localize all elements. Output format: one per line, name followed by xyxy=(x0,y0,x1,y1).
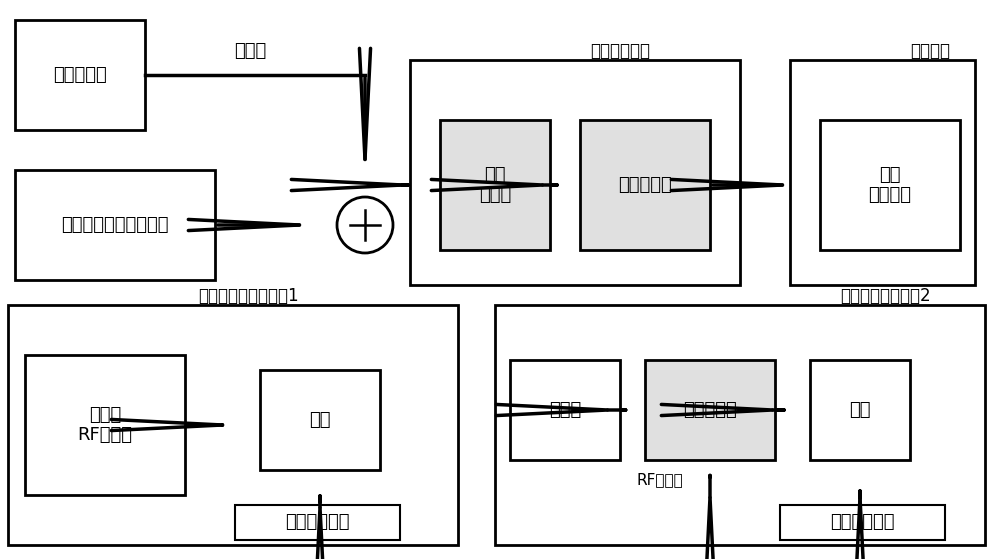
Text: 数据采集模块: 数据采集模块 xyxy=(590,42,650,60)
Bar xyxy=(8,305,458,545)
Circle shape xyxy=(337,197,393,253)
Bar xyxy=(410,60,740,285)
Bar xyxy=(440,120,550,250)
Text: RF射频源: RF射频源 xyxy=(637,472,683,487)
Text: 目标人或物: 目标人或物 xyxy=(53,66,107,84)
Text: 电光调制器: 电光调制器 xyxy=(683,401,737,419)
Bar xyxy=(260,370,380,470)
Bar xyxy=(510,360,620,460)
Text: 模数转换器: 模数转换器 xyxy=(618,176,672,194)
Bar xyxy=(790,60,975,285)
Bar xyxy=(820,120,960,250)
Text: 噪声源调制模块方案1: 噪声源调制模块方案1 xyxy=(198,287,298,305)
Bar xyxy=(645,360,775,460)
Text: 功率
探测器: 功率 探测器 xyxy=(479,165,511,205)
Bar xyxy=(580,120,710,250)
Text: 辐射波: 辐射波 xyxy=(234,42,266,60)
Text: 噪声源
RF射频源: 噪声源 RF射频源 xyxy=(78,406,132,444)
Text: 调制控制电路: 调制控制电路 xyxy=(830,514,895,532)
Bar xyxy=(25,355,185,495)
Bar xyxy=(15,20,145,130)
Bar xyxy=(235,505,400,540)
Text: 调制控制电路: 调制控制电路 xyxy=(285,514,350,532)
Text: 开关: 开关 xyxy=(309,411,331,429)
Text: 电路
数字解调: 电路 数字解调 xyxy=(868,165,912,205)
Bar xyxy=(495,305,985,545)
Bar xyxy=(780,505,945,540)
Text: 红外源: 红外源 xyxy=(549,401,581,419)
Text: 噪声源和调制电路模块: 噪声源和调制电路模块 xyxy=(61,216,169,234)
Text: 噪声源调制模块方2: 噪声源调制模块方2 xyxy=(840,287,930,305)
Text: 解调模块: 解调模块 xyxy=(910,42,950,60)
Text: 开关: 开关 xyxy=(849,401,871,419)
Bar xyxy=(810,360,910,460)
Bar xyxy=(15,170,215,280)
